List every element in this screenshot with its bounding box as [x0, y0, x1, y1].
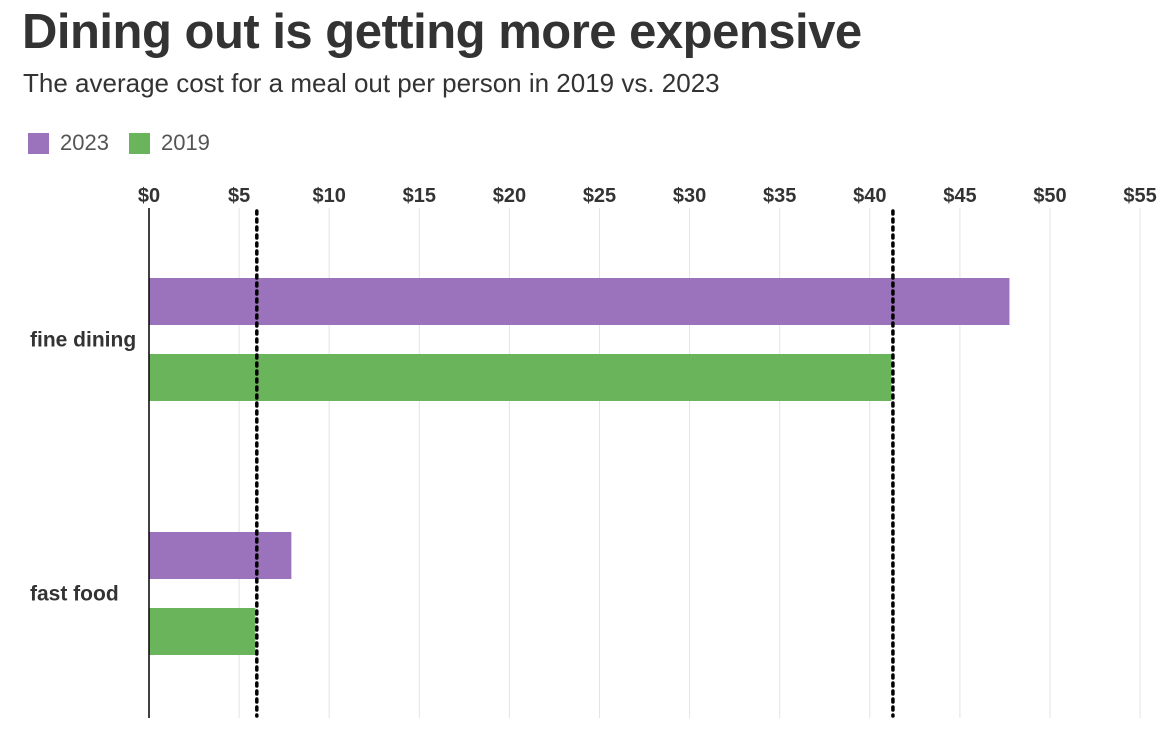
- chart-title: Dining out is getting more expensive: [22, 5, 862, 59]
- category-label: fine dining: [30, 329, 136, 352]
- x-tick-label: $15: [403, 185, 436, 207]
- category-label: fast food: [30, 583, 119, 606]
- legend-item-2019: 2019: [128, 130, 210, 156]
- legend-swatch-2023: [28, 132, 49, 154]
- legend-swatch-2019: [128, 132, 150, 154]
- bar: [149, 532, 292, 579]
- x-tick-label: $5: [228, 185, 250, 207]
- chart-subtitle: The average cost for a meal out per pers…: [23, 68, 720, 98]
- x-tick-label: $50: [1033, 185, 1066, 207]
- x-tick-label: $25: [583, 185, 616, 207]
- bar: [149, 608, 256, 655]
- bar: [149, 278, 1010, 325]
- x-tick-label: $55: [1123, 185, 1156, 207]
- x-tick-label: $40: [853, 185, 886, 207]
- x-tick-label: $45: [943, 185, 976, 207]
- x-tick-label: $30: [673, 185, 706, 207]
- x-tick-label: $35: [763, 185, 796, 207]
- legend-label-2023: 2023: [60, 130, 109, 155]
- x-tick-label: $10: [313, 185, 346, 207]
- x-tick-label: $0: [138, 185, 160, 207]
- legend-label-2019: 2019: [160, 130, 210, 155]
- x-tick-label: $20: [493, 185, 526, 207]
- legend-item-2023: 2023: [28, 130, 109, 156]
- legend: 2023 2019: [28, 130, 230, 156]
- bar: [149, 354, 892, 401]
